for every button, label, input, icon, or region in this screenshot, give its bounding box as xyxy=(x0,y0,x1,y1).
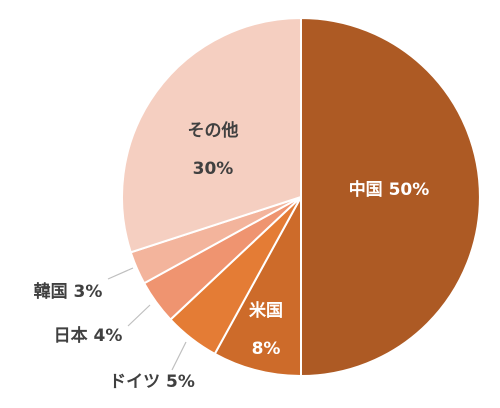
slice-name-2: 米国 xyxy=(249,300,283,321)
pie-slice-6 xyxy=(121,16,302,254)
leader-lines xyxy=(107,267,187,371)
leader-line-5 xyxy=(107,267,134,280)
pie-slices xyxy=(121,16,481,378)
slice-label-3: ドイツ 5% xyxy=(109,372,195,392)
slice-label-1: 中国 50% xyxy=(349,179,430,200)
pie-slice-1 xyxy=(300,16,481,378)
slice-value-2: 8% xyxy=(252,339,281,359)
leader-line-3 xyxy=(171,341,187,371)
slice-label-5: 韓国 3% xyxy=(34,281,103,302)
slice-name-6: その他 xyxy=(188,120,239,141)
leader-line-4 xyxy=(127,304,151,327)
slice-labels: 中国 50% 米国 8% ドイツ 5% 日本 4% 韓国 3% その他 30% xyxy=(34,120,430,392)
slice-value-6: 30% xyxy=(193,159,234,179)
pie-slice-2 xyxy=(213,196,302,378)
slice-label-4: 日本 4% xyxy=(54,325,123,346)
